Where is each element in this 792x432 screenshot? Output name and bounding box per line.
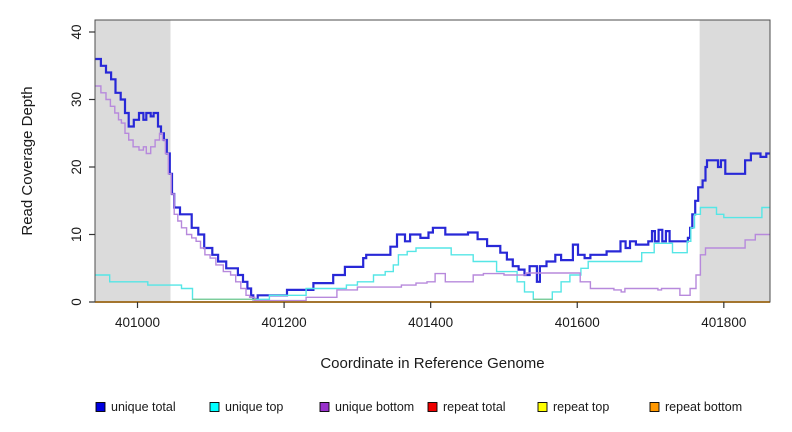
- legend-swatch-unique-bottom: [319, 402, 330, 412]
- legend-swatch-repeat-total: [427, 402, 438, 412]
- y-axis-title: Read Coverage Depth: [19, 86, 36, 235]
- y-tick-label: 10: [69, 227, 84, 242]
- legend-swatch-unique-top: [209, 402, 220, 412]
- legend-label-unique-total: unique total: [111, 400, 176, 414]
- x-tick-label: 401400: [408, 315, 453, 330]
- x-tick-label: 401800: [701, 315, 746, 330]
- x-tick-label: 401600: [555, 315, 600, 330]
- x-axis-title: Coordinate in Reference Genome: [320, 355, 544, 372]
- series-line-unique-top: [95, 206, 770, 300]
- legend-swatch-repeat-top: [537, 402, 548, 412]
- legend-label-repeat-bottom: repeat bottom: [665, 400, 742, 414]
- y-tick-label: 40: [69, 24, 84, 39]
- series-line-unique-total: [95, 57, 770, 301]
- legend-label-unique-bottom: unique bottom: [335, 400, 414, 414]
- shaded-region-1: [95, 20, 171, 302]
- legend-swatch-unique-total: [95, 402, 106, 412]
- legend-swatch-repeat-bottom: [649, 402, 660, 412]
- legend-label-repeat-top: repeat top: [553, 400, 609, 414]
- y-tick-label: 20: [69, 159, 84, 174]
- plot-box: [94, 19, 771, 303]
- series-line-unique-bottom: [95, 85, 770, 302]
- legend-label-repeat-total: repeat total: [443, 400, 506, 414]
- legend-label-unique-top: unique top: [225, 400, 283, 414]
- y-tick-label: 30: [69, 92, 84, 107]
- x-tick-label: 401000: [115, 315, 160, 330]
- y-tick-label: 0: [69, 298, 84, 306]
- x-tick-label: 401200: [262, 315, 307, 330]
